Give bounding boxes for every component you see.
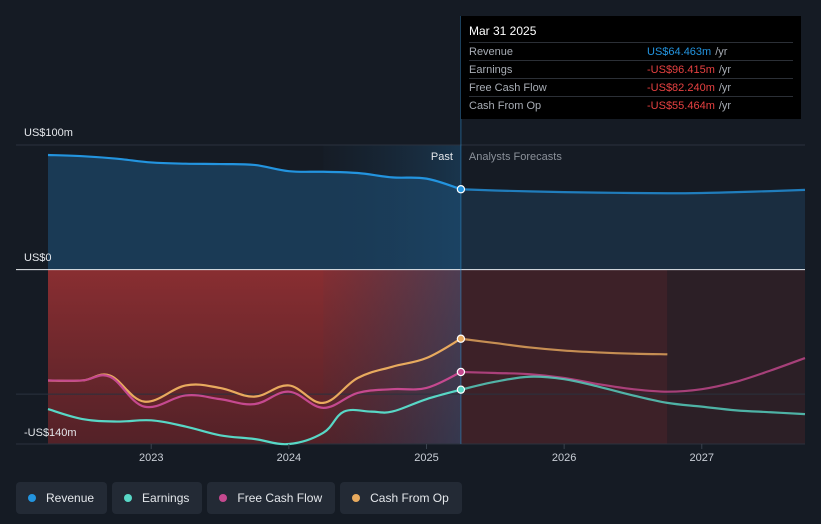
series-lines (47, 153, 806, 446)
cash-from-op-line-past (47, 337, 462, 404)
legend-item-earnings[interactable]: Earnings (112, 482, 203, 514)
x-tick-label: 2027 (690, 452, 714, 464)
earnings-line-past (47, 388, 462, 446)
legend-label: Cash From Op (370, 491, 449, 505)
y-tick-label: -US$140m (24, 427, 77, 439)
revenue-area-forecast (460, 189, 805, 270)
tooltip-value: US$64.463m (647, 45, 712, 58)
revenue-line-forecast (460, 188, 806, 195)
legend-dot-icon (219, 494, 228, 502)
chart-background-layer (48, 145, 805, 444)
legend-dot-icon (124, 494, 133, 502)
x-tick-label: 2024 (277, 452, 301, 464)
revenue-line-past (47, 153, 462, 191)
tooltip-date: Mar 31 2025 (469, 24, 537, 38)
legend-item-free-cash-flow[interactable]: Free Cash Flow (207, 482, 336, 514)
cash-from-op-line-forecast (460, 337, 668, 356)
tooltip-row-cash-from-op: Cash From Op -US$55.464m /yr (469, 96, 793, 114)
earnings-line-forecast (460, 375, 806, 416)
tooltip-value: -US$82.240m (647, 81, 715, 94)
x-tick-label: 2025 (414, 452, 438, 464)
legend-item-cash-from-op[interactable]: Cash From Op (340, 482, 462, 514)
legend-label: Revenue (46, 491, 95, 505)
tooltip-unit: /yr (718, 81, 732, 94)
free-cash-flow-marker[interactable] (456, 367, 466, 377)
tooltip-row-free-cash-flow: Free Cash Flow -US$82.240m /yr (469, 78, 793, 96)
past-label: Past (431, 151, 453, 163)
negative-area-forecast-tail (667, 269, 805, 444)
legend-dot-icon (28, 494, 36, 502)
x-tick-label: 2026 (552, 452, 576, 464)
y-tick-label: US$0 (24, 252, 52, 264)
legend-item-revenue[interactable]: Revenue (16, 482, 108, 514)
cash-from-op-marker[interactable] (456, 334, 466, 343)
tooltip-row-revenue: Revenue US$64.463m /yr (469, 42, 793, 60)
tooltip-unit: /yr (718, 99, 732, 112)
tooltip-row-earnings: Earnings -US$96.415m /yr (469, 60, 793, 78)
tooltip-value: -US$96.415m (647, 63, 715, 76)
free-cash-flow-line-forecast (460, 357, 806, 393)
axis-ticks: US$100m US$0 -US$140m 2023 2024 2025 2026 2027 (24, 127, 714, 464)
free-cash-flow-line-past (47, 370, 462, 409)
legend-label: Earnings (142, 491, 190, 505)
tooltip-value: -US$55.464m (647, 99, 715, 112)
y-tick-label: US$100m (24, 127, 73, 139)
tooltip-unit: /yr (718, 63, 732, 76)
revenue-marker[interactable] (456, 185, 466, 194)
hover-tooltip: Mar 31 2025 Revenue US$64.463m /yr Earni… (461, 16, 801, 119)
negative-area-forecast (460, 269, 668, 444)
tooltip-label: Revenue (469, 45, 514, 58)
legend-dot-icon (352, 494, 361, 502)
x-tick-label: 2023 (139, 452, 163, 464)
legend-label: Free Cash Flow (237, 491, 323, 505)
series-markers[interactable] (456, 185, 466, 394)
forecast-label: Analysts Forecasts (469, 151, 562, 163)
tooltip-label: Cash From Op (469, 99, 542, 112)
tooltip-label: Earnings (469, 63, 513, 76)
earnings-marker[interactable] (456, 385, 466, 394)
tooltip-unit: /yr (715, 45, 728, 58)
chart-legend: Revenue Earnings Free Cash Flow Cash Fro… (16, 482, 462, 514)
tooltip-label: Free Cash Flow (469, 81, 547, 94)
